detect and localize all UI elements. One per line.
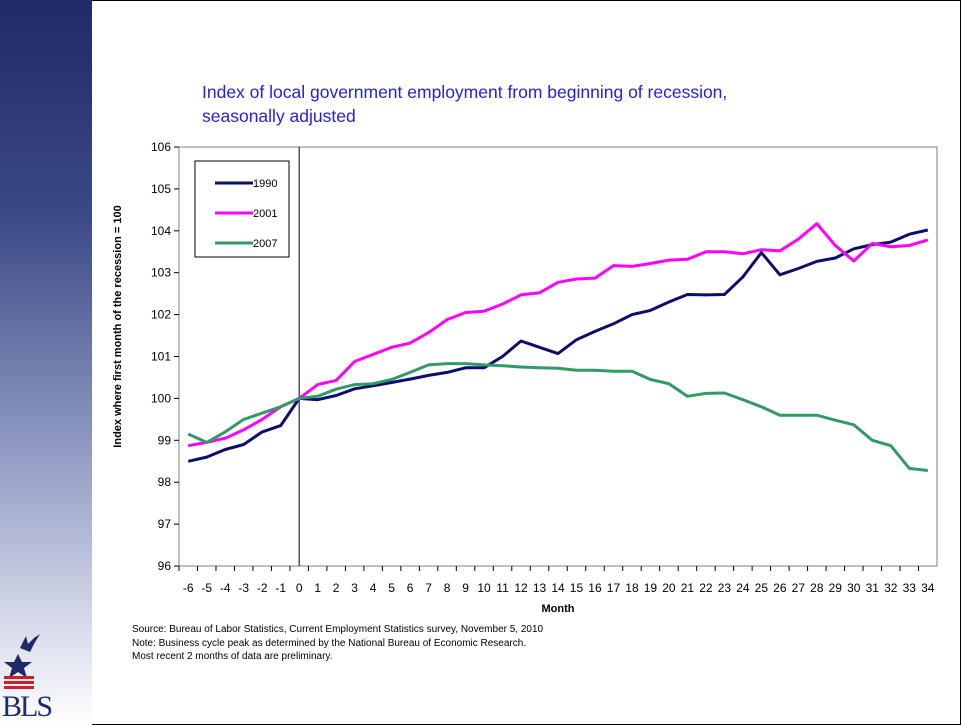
y-axis-label: Index where first month of the recession…: [112, 205, 124, 447]
y-tick-label: 98: [158, 475, 172, 489]
footnote-note: Note: Business cycle peak as determined …: [132, 637, 527, 649]
x-tick-label: 20: [662, 581, 676, 595]
y-tick-label: 100: [151, 391, 171, 405]
x-tick-label: 26: [773, 581, 787, 595]
x-tick-label: 31: [866, 581, 880, 595]
x-tick-label: 10: [477, 581, 491, 595]
x-tick-label: 6: [407, 581, 414, 595]
footnote-source: Source: Bureau of Labor Statistics, Curr…: [132, 624, 544, 635]
x-tick-label: 24: [736, 581, 750, 595]
x-tick-label: 23: [718, 581, 732, 595]
x-tick-label: 22: [699, 581, 713, 595]
footnotes: Source: Bureau of Labor Statistics, Curr…: [132, 623, 543, 664]
x-axis-label: Month: [542, 603, 575, 615]
x-tick-label: 19: [644, 581, 658, 595]
legend-box: [194, 160, 290, 258]
x-tick-label: 17: [607, 581, 621, 595]
x-tick-label: 29: [829, 581, 843, 595]
side-band: [0, 0, 92, 725]
x-tick-label: -4: [220, 581, 231, 595]
series-line-2007: [187, 362, 928, 472]
y-tick-label: 106: [151, 140, 171, 154]
x-tick-label: 18: [625, 581, 639, 595]
x-tick-label: 7: [425, 581, 432, 595]
x-tick-label: 34: [921, 581, 935, 595]
legend-label-2007: 2007: [253, 238, 277, 250]
x-tick-label: 2: [333, 581, 340, 595]
bls-logo-icon: [4, 634, 40, 689]
x-tick-label: 30: [847, 581, 861, 595]
x-tick-label: 1: [314, 581, 321, 595]
plot-area: [178, 146, 938, 567]
x-tick-label: 5: [388, 581, 395, 595]
chart-title-line-1: Index of local government employment fro…: [202, 82, 728, 102]
x-tick-label: 3: [351, 581, 358, 595]
legend-label-2001: 2001: [253, 208, 277, 220]
chart-title-line-2: seasonally adjusted: [202, 106, 356, 126]
series-line-1990: [187, 228, 929, 463]
y-tick-label: 101: [151, 350, 171, 364]
x-tick-label: 32: [884, 581, 898, 595]
y-tick-label: 97: [158, 517, 172, 531]
x-tick-label: 16: [588, 581, 602, 595]
y-tick-label: 104: [151, 224, 171, 238]
x-tick-label: -3: [238, 581, 249, 595]
series-line-2001: [187, 222, 929, 448]
y-tick-label: 96: [158, 559, 172, 573]
x-tick-label: -6: [183, 581, 194, 595]
x-tick-label: 13: [533, 581, 547, 595]
x-tick-label: 8: [444, 581, 451, 595]
x-tick-label: 14: [551, 581, 565, 595]
legend-label-1990: 1990: [253, 178, 277, 190]
y-tick-label: 99: [158, 433, 172, 447]
x-tick-label: -5: [201, 581, 212, 595]
footnote-preliminary: Most recent 2 months of data are prelimi…: [132, 651, 333, 662]
y-tick-label: 105: [151, 182, 171, 196]
x-tick-label: 33: [903, 581, 917, 595]
x-tick-label: 21: [681, 581, 695, 595]
x-tick-label: -1: [275, 581, 286, 595]
x-tick-label: 15: [570, 581, 584, 595]
x-tick-label: 27: [792, 581, 806, 595]
y-tick-label: 102: [151, 308, 171, 322]
x-tick-label: 4: [370, 581, 377, 595]
x-tick-label: 11: [496, 581, 509, 595]
y-tick-label: 103: [151, 266, 171, 280]
x-tick-label: 25: [755, 581, 769, 595]
chart-title: Index of local government employment fro…: [202, 80, 902, 128]
x-tick-label: 0: [296, 581, 303, 595]
x-tick-label: 28: [810, 581, 824, 595]
bls-logo-text: BLS: [2, 690, 53, 723]
x-tick-label: 12: [514, 581, 528, 595]
x-tick-label: -2: [257, 581, 268, 595]
x-tick-label: 9: [462, 581, 469, 595]
